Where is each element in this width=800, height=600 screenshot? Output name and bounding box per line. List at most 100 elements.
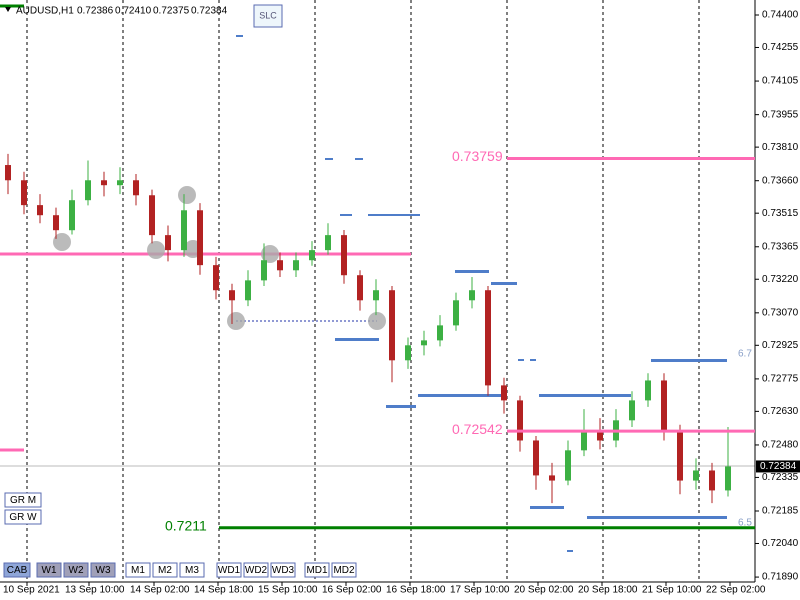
candle-body <box>549 475 555 481</box>
button-face <box>3 562 31 578</box>
button-face <box>304 562 330 578</box>
button-label: SLC <box>259 10 277 20</box>
x-tick-label: 20 Sep 02:00 <box>514 585 574 596</box>
candle-body <box>277 260 283 271</box>
candle-body <box>149 195 155 236</box>
timeframe-button[interactable]: WD3 <box>270 562 296 578</box>
last-price-box <box>756 460 800 473</box>
candle-body <box>725 466 731 491</box>
candle-body <box>517 400 523 441</box>
y-tick-label: 0.72630 <box>762 406 799 417</box>
plot <box>5 153 731 504</box>
level-label: 0.73759 <box>452 148 503 164</box>
timeframe-button[interactable]: WD2 <box>243 562 269 578</box>
candle-body <box>661 380 667 431</box>
candle-body <box>597 430 603 441</box>
button-label: MD1 <box>306 565 328 576</box>
candle-body <box>677 430 683 481</box>
button-face <box>63 562 89 578</box>
group-button[interactable]: GR M <box>4 492 42 508</box>
candle-body <box>453 300 459 326</box>
button-label: M1 <box>131 565 145 576</box>
candle-body <box>405 345 411 361</box>
y-tick-label: 0.73660 <box>762 175 799 186</box>
candle-body <box>389 290 395 361</box>
button-face <box>216 562 242 578</box>
x-tick-label: 16 Sep 02:00 <box>322 585 382 596</box>
x-tick-label: 17 Sep 10:00 <box>450 585 510 596</box>
header-low: 0.72375 <box>153 6 190 17</box>
button-face <box>4 509 42 525</box>
y-tick-label: 0.71890 <box>762 572 799 583</box>
y-tick-label: 0.73365 <box>762 241 799 252</box>
candle-body <box>373 290 379 301</box>
y-tick-label: 0.74400 <box>762 10 799 21</box>
timeframe-button[interactable]: M2 <box>152 562 178 578</box>
candle-body <box>469 290 475 301</box>
button-face <box>4 492 42 508</box>
candle-body <box>117 180 123 186</box>
header-close: 0.72384 <box>191 6 228 17</box>
timeframe-button[interactable]: W2 <box>63 562 89 578</box>
candle-body <box>325 235 331 251</box>
candle-body <box>629 400 635 421</box>
candle-body <box>181 210 187 251</box>
y-tick-label: 0.72925 <box>762 340 799 351</box>
candle-body <box>133 180 139 196</box>
candle-body <box>53 215 59 231</box>
candle-body <box>421 340 427 346</box>
timeframe-button[interactable]: W1 <box>36 562 62 578</box>
menu-arrow[interactable] <box>5 7 11 12</box>
candle-body <box>21 180 27 206</box>
slc-button[interactable]: SLC <box>253 4 283 28</box>
timeframe-button[interactable]: MD1 <box>304 562 330 578</box>
button-label: MD2 <box>333 565 355 576</box>
candle-body <box>293 260 299 271</box>
timeframe-button[interactable]: CAB <box>3 562 31 578</box>
candle-body <box>245 280 251 301</box>
button-label: WD1 <box>218 565 241 576</box>
y-tick-label: 0.73070 <box>762 307 799 318</box>
day-separators <box>26 0 700 582</box>
button-label: GR W <box>9 512 37 523</box>
x-tick-label: 15 Sep 10:00 <box>258 585 318 596</box>
symbol: AUDUSD,H1 <box>16 6 74 17</box>
candle-body <box>485 290 491 386</box>
candle-body <box>229 290 235 301</box>
y-tick-label: 0.72775 <box>762 374 799 385</box>
candle-body <box>565 450 571 481</box>
side-label: 6.5 <box>738 518 752 529</box>
button-face <box>90 562 116 578</box>
group-button[interactable]: GR W <box>4 509 42 525</box>
timeframe-button[interactable]: WD1 <box>216 562 242 578</box>
x-tick-label: 22 Sep 02:00 <box>706 585 766 596</box>
y-tick-label: 0.74105 <box>762 76 799 87</box>
blue-levels <box>236 35 727 552</box>
y-tick-label: 0.73955 <box>762 109 799 120</box>
x-tick-label: 13 Sep 10:00 <box>65 585 125 596</box>
candle-body <box>261 260 267 281</box>
y-tick-label: 0.73515 <box>762 208 799 219</box>
candle-body <box>101 180 107 186</box>
button-face <box>270 562 296 578</box>
button-face <box>125 562 151 578</box>
button-face <box>331 562 357 578</box>
header-open: 0.72386 <box>77 6 114 17</box>
y-tick-label: 0.72185 <box>762 506 799 517</box>
candle-body <box>581 430 587 451</box>
x-tick-label: 14 Sep 18:00 <box>194 585 254 596</box>
timeframe-button[interactable]: MD2 <box>331 562 357 578</box>
timeframe-button[interactable]: W3 <box>90 562 116 578</box>
button-label: GR M <box>10 495 36 506</box>
y-tick-label: 0.72480 <box>762 440 799 451</box>
button-label: W2 <box>69 565 84 576</box>
candle-body <box>437 325 443 341</box>
level-label: 0.72542 <box>452 421 503 437</box>
x-tick-label: 14 Sep 02:00 <box>130 585 190 596</box>
button-face <box>152 562 178 578</box>
timeframe-button[interactable]: M1 <box>125 562 151 578</box>
button-label: WD2 <box>245 565 268 576</box>
timeframe-button[interactable]: M3 <box>179 562 205 578</box>
x-tick-label: 20 Sep 18:00 <box>578 585 638 596</box>
